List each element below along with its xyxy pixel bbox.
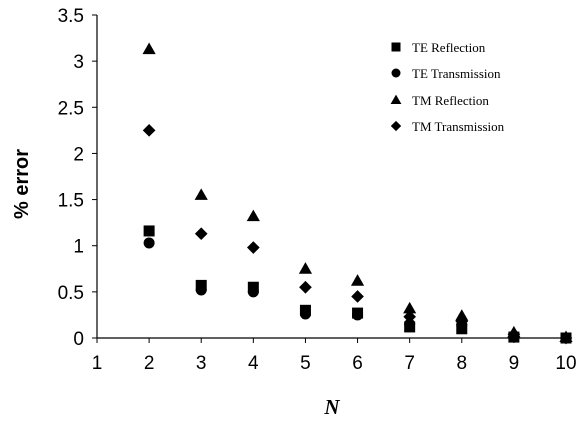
- x-tick-label: 7: [404, 353, 415, 374]
- tm-transmission-point: [351, 290, 364, 303]
- te-transmission-point: [352, 309, 364, 321]
- legend-item-tm-reflection: TM Reflection: [390, 93, 489, 108]
- legend-marker-te-reflection: [391, 42, 401, 52]
- legend-marker-te-transmission: [391, 68, 401, 78]
- x-tick-label: 2: [144, 353, 155, 374]
- x-tick-label: 5: [300, 353, 311, 374]
- data-points: [142, 42, 573, 345]
- legend-label-tm-reflection: TM Reflection: [412, 93, 489, 108]
- te-transmission-point: [404, 318, 416, 330]
- x-tick-label: 9: [509, 353, 520, 374]
- tm-transmission-point: [194, 227, 208, 241]
- tm-transmission-point: [247, 241, 260, 254]
- tm-transmission-point: [455, 315, 469, 328]
- legend-label-te-reflection: TE Reflection: [412, 40, 486, 55]
- te-transmission-point: [195, 284, 207, 296]
- tm-reflection-point: [246, 209, 260, 222]
- y-tick-label: 0.5: [58, 283, 84, 304]
- tm-reflection-point: [403, 301, 417, 314]
- te-transmission-point: [143, 237, 155, 249]
- tm-reflection-point: [455, 309, 469, 321]
- x-tick-label: 6: [352, 353, 363, 374]
- legend-label-te-transmission: TE Transmission: [412, 66, 501, 81]
- axes: [96, 15, 566, 339]
- y-axis-title: % error: [11, 149, 33, 219]
- y-tick-label: 2: [73, 144, 84, 165]
- y-tick-label: 3.5: [58, 6, 84, 27]
- x-tick-label: 3: [196, 353, 207, 374]
- legend-marker-tm-reflection: [390, 94, 402, 105]
- y-tick-label: 1.5: [58, 191, 84, 212]
- tm-transmission-point: [403, 310, 416, 324]
- legend: TE Reflection TE Transmission TM Reflectio…: [390, 40, 505, 134]
- x-tick-label: 4: [248, 353, 259, 374]
- te-transmission-point: [247, 286, 259, 298]
- legend-label-tm-transmission: TM Transmission: [412, 119, 505, 134]
- legend-item-tm-transmission: TM Transmission: [390, 119, 505, 134]
- tm-transmission-point: [299, 280, 312, 294]
- tm-reflection-point: [142, 42, 156, 55]
- x-axis-ticks: 1 2 3 4 5 6 7 8 9 10: [92, 338, 577, 374]
- tm-reflection-point: [350, 274, 365, 286]
- legend-marker-tm-transmission: [390, 120, 402, 132]
- tm-reflection-point: [194, 188, 208, 200]
- y-tick-label: 3: [73, 52, 84, 73]
- y-tick-label: 1: [73, 237, 84, 258]
- te-transmission-point: [299, 308, 311, 320]
- tm-transmission-point: [507, 327, 521, 341]
- y-axis-ticks: 0 0.5 1 1.5 2 2.5 3 3.5: [58, 6, 97, 350]
- x-axis-title: N: [323, 395, 340, 419]
- tm-transmission-point: [559, 331, 573, 345]
- x-tick-label: 1: [92, 353, 103, 374]
- y-tick-label: 0: [73, 329, 84, 350]
- x-tick-label: 10: [555, 353, 576, 374]
- legend-item-te-transmission: TE Transmission: [391, 66, 501, 81]
- te-reflection-point: [143, 225, 155, 237]
- legend-item-te-reflection: TE Reflection: [391, 40, 486, 55]
- tm-reflection-point: [298, 262, 313, 274]
- y-tick-label: 2.5: [58, 98, 84, 119]
- x-tick-label: 8: [456, 353, 467, 374]
- tm-transmission-point: [142, 124, 156, 137]
